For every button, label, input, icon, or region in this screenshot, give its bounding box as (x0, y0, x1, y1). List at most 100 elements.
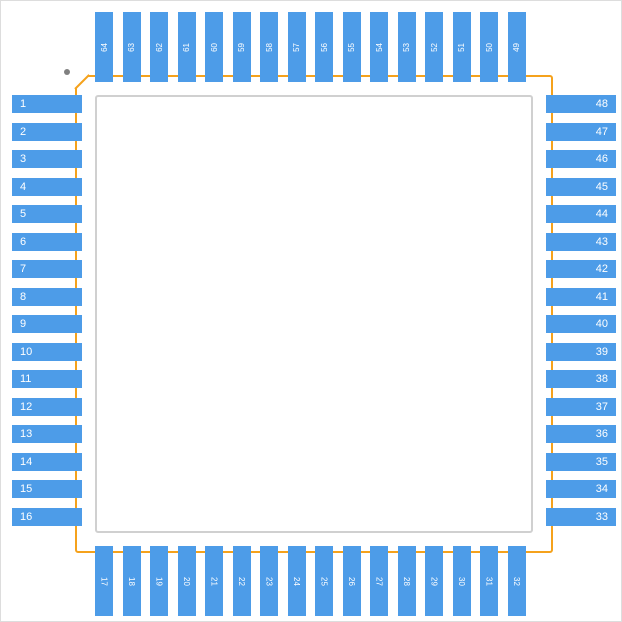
pin-label: 10 (20, 346, 32, 358)
pin-pad-15: 15 (12, 480, 82, 498)
pin-pad-61: 61 (178, 12, 196, 82)
pin-label: 38 (596, 373, 608, 385)
pin-pad-14: 14 (12, 453, 82, 471)
pin-pad-53: 53 (398, 12, 416, 82)
pin-pad-48: 48 (546, 95, 616, 113)
pin-label: 43 (596, 236, 608, 248)
pin-pad-63: 63 (123, 12, 141, 82)
pin-label: 25 (320, 577, 329, 586)
pin-label: 33 (596, 511, 608, 523)
pin-label: 26 (347, 577, 356, 586)
pin-label: 7 (20, 263, 26, 275)
pin-label: 9 (20, 318, 26, 330)
pin-label: 13 (20, 428, 32, 440)
pin-label: 34 (596, 483, 608, 495)
pin-pad-45: 45 (546, 178, 616, 196)
pin-pad-42: 42 (546, 260, 616, 278)
pin-pad-54: 54 (370, 12, 388, 82)
pin-label: 8 (20, 291, 26, 303)
pin-pad-46: 46 (546, 150, 616, 168)
pin-pad-30: 30 (453, 546, 471, 616)
pin-pad-19: 19 (150, 546, 168, 616)
pin-pad-44: 44 (546, 205, 616, 223)
pin-pad-25: 25 (315, 546, 333, 616)
pin-pad-50: 50 (480, 12, 498, 82)
pin-pad-20: 20 (178, 546, 196, 616)
pin-label: 59 (237, 43, 246, 52)
pin-label: 27 (375, 577, 384, 586)
pin-pad-41: 41 (546, 288, 616, 306)
pin-label: 62 (155, 43, 164, 52)
pin-label: 18 (127, 577, 136, 586)
pin-label: 56 (320, 43, 329, 52)
pin-pad-8: 8 (12, 288, 82, 306)
pin-pad-40: 40 (546, 315, 616, 333)
pin-label: 48 (596, 98, 608, 110)
pin-label: 29 (430, 577, 439, 586)
pin-label: 45 (596, 181, 608, 193)
pin-pad-17: 17 (95, 546, 113, 616)
pin-label: 47 (596, 126, 608, 138)
pin-label: 12 (20, 401, 32, 413)
pin-label: 35 (596, 456, 608, 468)
pin-label: 3 (20, 153, 26, 165)
pin-label: 58 (265, 43, 274, 52)
pin-pad-21: 21 (205, 546, 223, 616)
pin-label: 17 (100, 577, 109, 586)
pin-pad-11: 11 (12, 370, 82, 388)
pin-pad-1: 1 (12, 95, 82, 113)
pin-label: 54 (375, 43, 384, 52)
pin-pad-22: 22 (233, 546, 251, 616)
pin-pad-10: 10 (12, 343, 82, 361)
pin-pad-4: 4 (12, 178, 82, 196)
chip-body-inner (95, 95, 533, 533)
pin-label: 28 (402, 577, 411, 586)
pin-pad-12: 12 (12, 398, 82, 416)
pin-label: 20 (182, 577, 191, 586)
pin-label: 44 (596, 208, 608, 220)
pin-pad-60: 60 (205, 12, 223, 82)
pin-pad-55: 55 (343, 12, 361, 82)
pin-pad-3: 3 (12, 150, 82, 168)
pin-label: 39 (596, 346, 608, 358)
pin-pad-62: 62 (150, 12, 168, 82)
pin-pad-36: 36 (546, 425, 616, 443)
pin-pad-2: 2 (12, 123, 82, 141)
pin-label: 30 (457, 577, 466, 586)
pin-pad-32: 32 (508, 546, 526, 616)
pin-pad-52: 52 (425, 12, 443, 82)
pin-pad-56: 56 (315, 12, 333, 82)
pin-label: 42 (596, 263, 608, 275)
pin-pad-43: 43 (546, 233, 616, 251)
pin-label: 63 (127, 43, 136, 52)
pin-label: 60 (210, 43, 219, 52)
pin-label: 61 (182, 43, 191, 52)
pin1-dot (64, 69, 70, 75)
pin-pad-33: 33 (546, 508, 616, 526)
pin-pad-37: 37 (546, 398, 616, 416)
pin-label: 49 (512, 43, 521, 52)
pin-label: 31 (485, 577, 494, 586)
pin-label: 24 (292, 577, 301, 586)
pin-label: 36 (596, 428, 608, 440)
pin-label: 32 (512, 577, 521, 586)
pin-pad-13: 13 (12, 425, 82, 443)
pin-pad-16: 16 (12, 508, 82, 526)
pin-pad-59: 59 (233, 12, 251, 82)
pin-pad-23: 23 (260, 546, 278, 616)
pin-label: 1 (20, 98, 26, 110)
pin-pad-57: 57 (288, 12, 306, 82)
pin-label: 41 (596, 291, 608, 303)
pin-pad-26: 26 (343, 546, 361, 616)
pin-pad-24: 24 (288, 546, 306, 616)
pin-label: 46 (596, 153, 608, 165)
pin-pad-29: 29 (425, 546, 443, 616)
pin-pad-9: 9 (12, 315, 82, 333)
pin-label: 15 (20, 483, 32, 495)
pin-label: 22 (237, 577, 246, 586)
pin-pad-28: 28 (398, 546, 416, 616)
pin-label: 40 (596, 318, 608, 330)
pin-pad-58: 58 (260, 12, 278, 82)
pin-pad-39: 39 (546, 343, 616, 361)
pin-label: 19 (155, 577, 164, 586)
